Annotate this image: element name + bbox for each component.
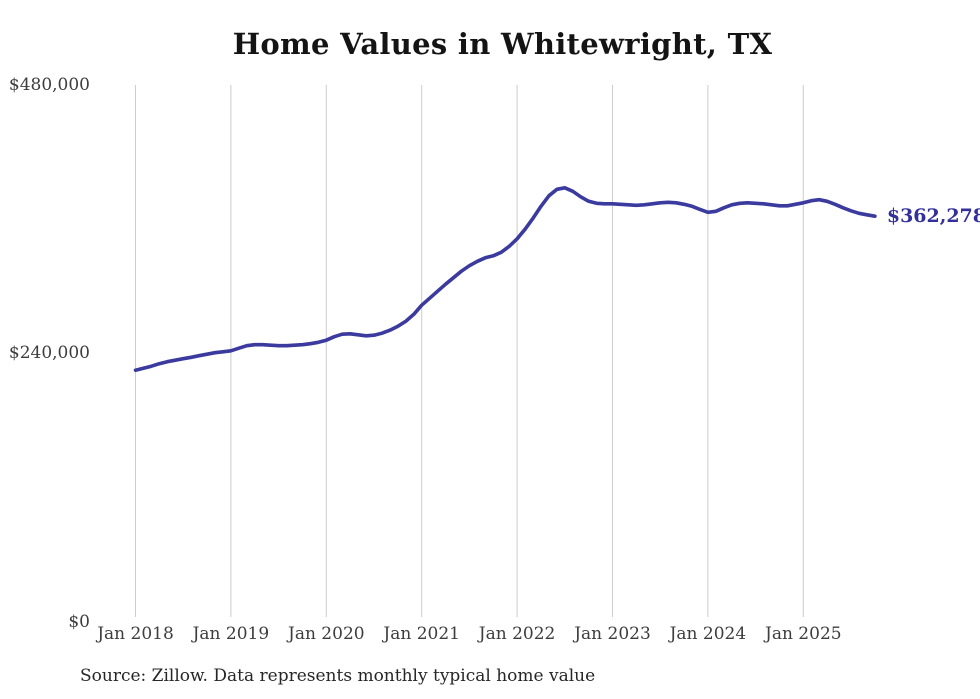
x-axis-tick-label: Jan 2024 xyxy=(669,624,747,644)
x-axis-tick-label: Jan 2023 xyxy=(574,624,651,644)
y-axis-tick-label: $240,000 xyxy=(8,343,90,363)
x-axis-tick-label: Jan 2021 xyxy=(383,624,460,644)
source-note: Source: Zillow. Data represents monthly … xyxy=(80,666,596,686)
x-axis-tick-label: Jan 2025 xyxy=(765,624,842,644)
home-value-line xyxy=(133,186,877,372)
x-axis-tick-label: Jan 2022 xyxy=(478,624,556,644)
x-axis-tick-label: Jan 2019 xyxy=(192,624,270,644)
x-axis-tick-label: Jan 2018 xyxy=(97,624,174,644)
y-axis-tick-label: $480,000 xyxy=(8,74,90,95)
chart-title: Home Values in Whitewright, TX xyxy=(232,27,773,61)
x-axis-tick-label: Jan 2020 xyxy=(288,624,365,644)
y-axis-tick-label: $0 xyxy=(68,611,90,632)
current-value-label: $362,278 xyxy=(886,205,980,228)
